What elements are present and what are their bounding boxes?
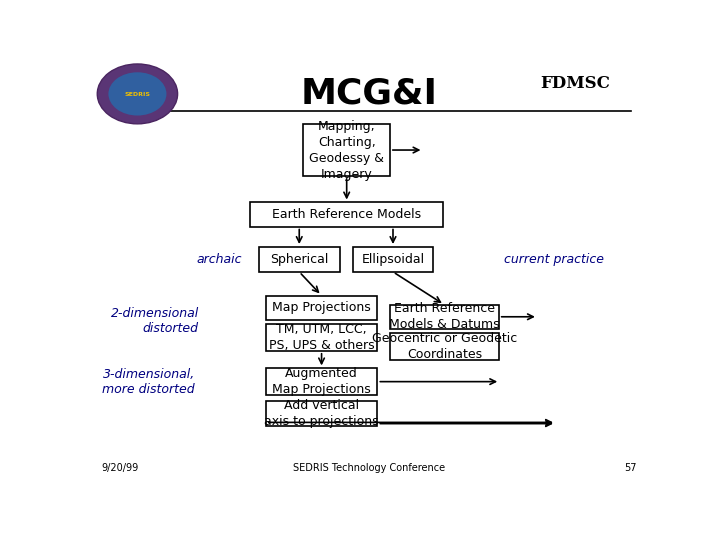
Circle shape: [109, 72, 166, 116]
FancyBboxPatch shape: [390, 305, 499, 329]
Text: Mapping,
Charting,
Geodessy &
Imagery: Mapping, Charting, Geodessy & Imagery: [309, 119, 384, 180]
Text: Augmented
Map Projections: Augmented Map Projections: [272, 367, 371, 396]
Text: Add vertical
axis to projections: Add vertical axis to projections: [264, 399, 379, 428]
Text: 9/20/99: 9/20/99: [101, 463, 138, 473]
Text: 2-dimensional
distorted: 2-dimensional distorted: [111, 307, 199, 335]
Circle shape: [97, 64, 178, 124]
Text: current practice: current practice: [504, 253, 604, 266]
FancyBboxPatch shape: [258, 247, 340, 272]
FancyBboxPatch shape: [266, 401, 377, 426]
Text: Map Projections: Map Projections: [272, 301, 371, 314]
Text: archaic: archaic: [197, 253, 242, 266]
Text: TM, UTM, LCC,
PS, UPS & others: TM, UTM, LCC, PS, UPS & others: [269, 323, 374, 352]
Text: SEDRIS: SEDRIS: [125, 92, 150, 97]
Text: Earth Reference Models: Earth Reference Models: [272, 208, 421, 221]
FancyBboxPatch shape: [266, 368, 377, 395]
FancyBboxPatch shape: [353, 247, 433, 272]
FancyBboxPatch shape: [266, 324, 377, 351]
FancyBboxPatch shape: [266, 295, 377, 320]
FancyBboxPatch shape: [303, 124, 390, 176]
Text: 3-dimensional,
more distorted: 3-dimensional, more distorted: [102, 368, 195, 396]
Text: Spherical: Spherical: [270, 253, 328, 266]
FancyBboxPatch shape: [390, 333, 499, 360]
Text: Earth Reference
Models & Datums: Earth Reference Models & Datums: [389, 302, 500, 331]
FancyBboxPatch shape: [251, 202, 443, 227]
Text: SEDRIS Technology Conference: SEDRIS Technology Conference: [293, 463, 445, 473]
Text: MCG&I: MCG&I: [300, 77, 438, 111]
Text: FDMSC: FDMSC: [541, 75, 611, 92]
Text: Ellipsoidal: Ellipsoidal: [361, 253, 425, 266]
Text: 57: 57: [624, 463, 637, 473]
Text: Geocentric or Geodetic
Coordinates: Geocentric or Geodetic Coordinates: [372, 332, 517, 361]
